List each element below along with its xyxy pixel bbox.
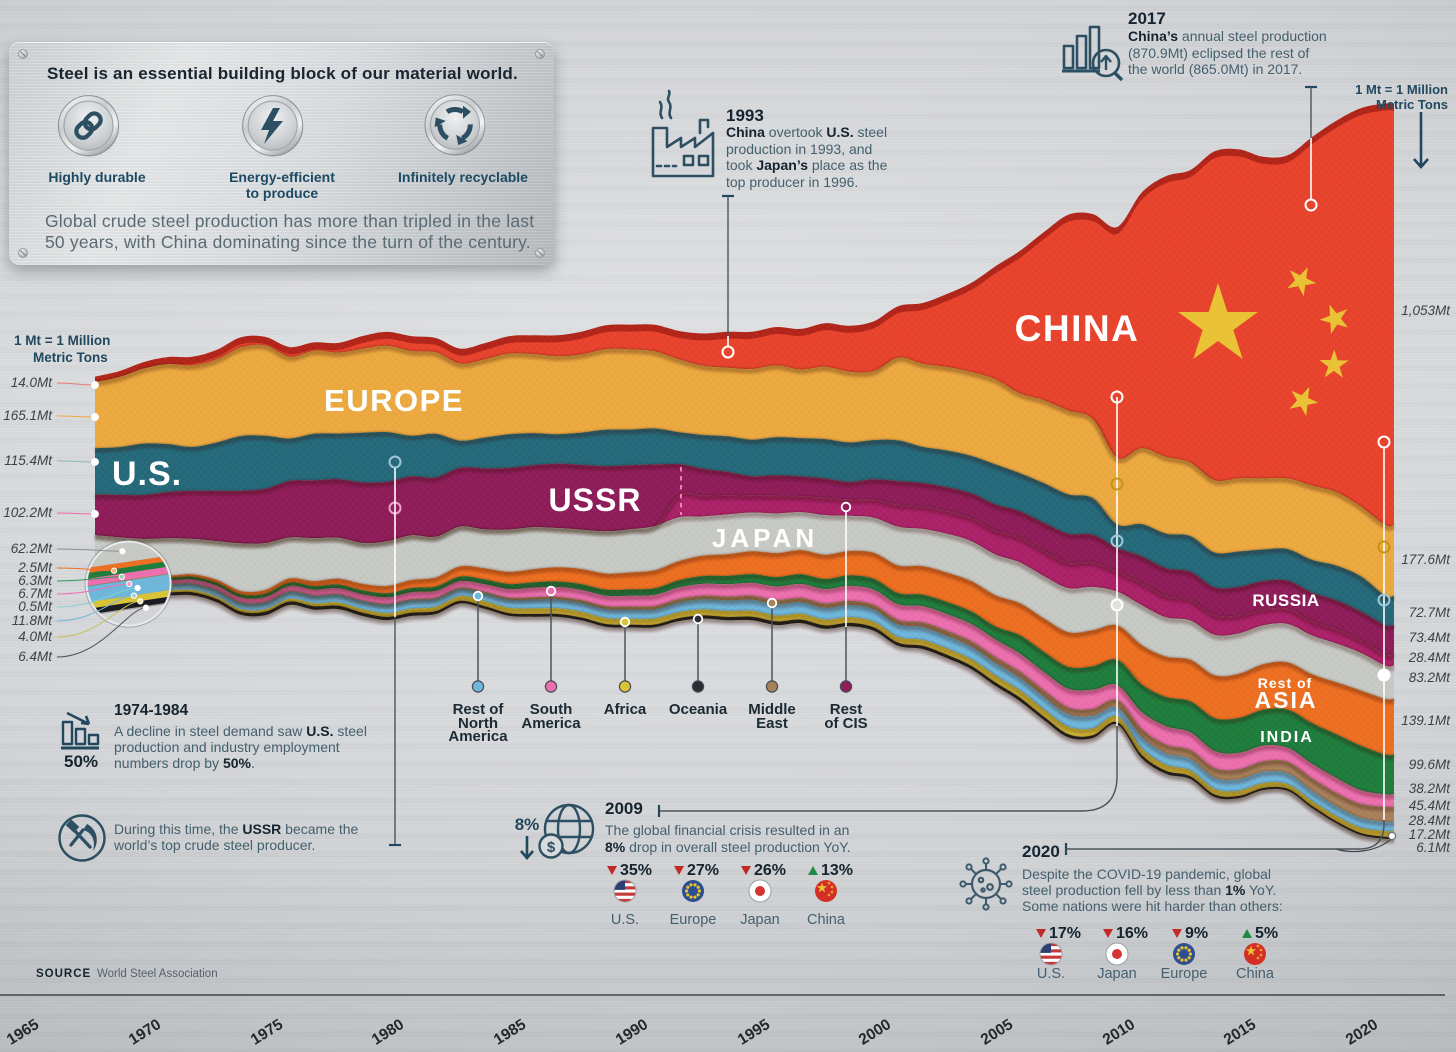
svg-text:17%: 17%	[1049, 925, 1081, 942]
svg-text:139.1Mt: 139.1Mt	[1401, 713, 1451, 728]
svg-text:U.S.: U.S.	[112, 455, 182, 493]
svg-text:45.4Mt: 45.4Mt	[1409, 798, 1452, 813]
svg-text:1 Mt = 1 Million: 1 Mt = 1 Million	[14, 333, 110, 348]
svg-text:China: China	[1236, 966, 1275, 982]
svg-text:165.1Mt: 165.1Mt	[3, 408, 53, 423]
svg-text:Rest of: Rest of	[1258, 675, 1312, 691]
svg-text:26%: 26%	[754, 862, 786, 879]
svg-text:Japan: Japan	[740, 912, 780, 928]
svg-text:2020: 2020	[1343, 1016, 1381, 1049]
svg-text:177.6Mt: 177.6Mt	[1401, 552, 1451, 567]
svg-text:1985: 1985	[491, 1016, 530, 1049]
svg-text:6.4Mt: 6.4Mt	[18, 649, 53, 664]
svg-text:11.8Mt: 11.8Mt	[12, 613, 54, 628]
svg-text:9%: 9%	[1185, 925, 1208, 942]
svg-text:Japan: Japan	[1097, 966, 1137, 982]
svg-text:ASIA: ASIA	[1255, 687, 1318, 713]
svg-text:SOURCE: SOURCE	[36, 968, 91, 980]
svg-text:115.4Mt: 115.4Mt	[4, 453, 53, 468]
svg-text:17.2Mt: 17.2Mt	[1409, 827, 1452, 842]
svg-text:5%: 5%	[1255, 925, 1278, 942]
svg-text:EUROPE: EUROPE	[324, 383, 464, 418]
svg-text:World Steel Association: World Steel Association	[97, 968, 218, 980]
svg-text:U.S.: U.S.	[611, 912, 639, 928]
svg-text:38.2Mt: 38.2Mt	[1409, 781, 1452, 796]
svg-text:1965: 1965	[4, 1016, 43, 1049]
svg-text:INDIA: INDIA	[1260, 729, 1314, 746]
svg-text:2.5Mt: 2.5Mt	[17, 560, 53, 575]
svg-text:8%: 8%	[515, 815, 540, 834]
svg-text:83.2Mt: 83.2Mt	[1409, 670, 1452, 685]
svg-text:1980: 1980	[369, 1016, 407, 1049]
svg-text:1990: 1990	[613, 1016, 651, 1049]
svg-text:27%: 27%	[687, 862, 719, 879]
svg-text:62.2Mt: 62.2Mt	[11, 541, 54, 556]
svg-text:1975: 1975	[248, 1016, 287, 1049]
svg-text:Metric Tons: Metric Tons	[33, 350, 108, 365]
svg-text:2015: 2015	[1221, 1016, 1260, 1049]
svg-text:2000: 2000	[856, 1016, 894, 1049]
svg-text:6.7Mt: 6.7Mt	[18, 586, 53, 601]
svg-text:6.3Mt: 6.3Mt	[18, 573, 53, 588]
svg-text:2005: 2005	[978, 1016, 1017, 1049]
svg-text:$: $	[547, 839, 556, 856]
svg-text:0.5Mt: 0.5Mt	[18, 599, 53, 614]
svg-text:72.7Mt: 72.7Mt	[1409, 605, 1452, 620]
svg-text:RUSSIA: RUSSIA	[1252, 591, 1319, 610]
svg-text:6.1Mt: 6.1Mt	[1416, 840, 1451, 855]
svg-text:16%: 16%	[1116, 925, 1148, 942]
svg-text:102.2Mt: 102.2Mt	[3, 505, 53, 520]
svg-text:JAPAN: JAPAN	[712, 523, 818, 553]
svg-text:Europe: Europe	[670, 912, 717, 928]
svg-text:99.6Mt: 99.6Mt	[1409, 757, 1452, 772]
svg-text:1995: 1995	[735, 1016, 774, 1049]
svg-text:28.4Mt: 28.4Mt	[1408, 650, 1452, 665]
svg-text:Europe: Europe	[1161, 966, 1208, 982]
svg-text:14.0Mt: 14.0Mt	[11, 375, 54, 390]
svg-text:U.S.: U.S.	[1037, 966, 1065, 982]
svg-text:2010: 2010	[1100, 1016, 1138, 1049]
svg-text:28.4Mt: 28.4Mt	[1408, 813, 1452, 828]
svg-text:13%: 13%	[821, 862, 853, 879]
svg-text:73.4Mt: 73.4Mt	[1409, 630, 1452, 645]
svg-text:CHINA: CHINA	[1015, 308, 1140, 349]
svg-text:1970: 1970	[126, 1016, 164, 1049]
svg-text:35%: 35%	[620, 862, 652, 879]
svg-text:USSR: USSR	[549, 482, 642, 518]
svg-text:China: China	[807, 912, 846, 928]
svg-text:1,053Mt: 1,053Mt	[1401, 303, 1451, 318]
svg-text:4.0Mt: 4.0Mt	[18, 629, 53, 644]
